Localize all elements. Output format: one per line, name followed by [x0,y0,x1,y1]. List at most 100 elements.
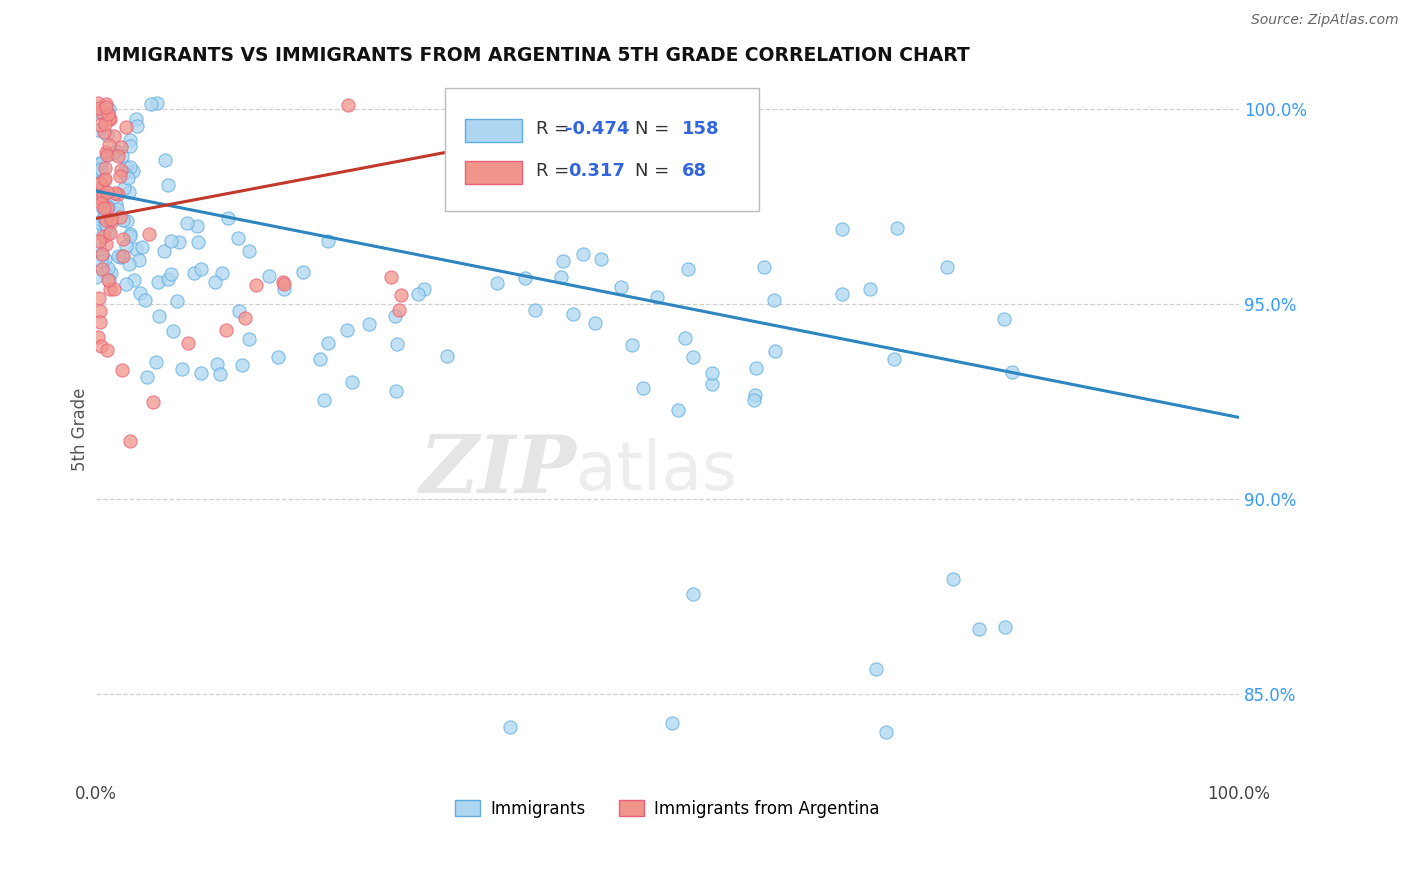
Point [291,265,314,279]
Point [90,182,112,196]
Point [499,720,522,734]
Point [97,226,120,240]
Point [389,287,412,301]
Point [120,138,142,153]
Point [100,215,122,229]
Point [98,111,121,125]
Point [666,402,689,417]
Text: R =: R = [536,162,575,180]
Point [107,186,129,201]
Point [93,229,115,244]
Point [121,163,143,178]
Point [238,244,260,258]
Text: atlas: atlas [576,438,737,504]
Legend: Immigrants, Immigrants from Argentina: Immigrants, Immigrants from Argentina [449,793,886,824]
Point [231,358,253,372]
Point [118,160,141,174]
Point [108,250,131,264]
Point [661,716,683,731]
Point [110,140,132,154]
Point [104,197,127,211]
Point [94,161,117,176]
Point [94,145,117,160]
Point [89,314,111,328]
Text: -0.474: -0.474 [565,120,628,138]
FancyBboxPatch shape [465,161,522,184]
Point [105,202,128,217]
Point [406,287,429,301]
Point [207,357,229,371]
Point [763,343,786,358]
Point [271,275,294,289]
Point [91,227,114,241]
Point [89,198,111,212]
Point [94,213,117,227]
Point [186,219,208,233]
Point [125,119,148,133]
Point [86,162,108,177]
Point [128,285,150,300]
Point [120,434,142,448]
Point [128,252,150,267]
Point [159,234,181,248]
Point [91,248,114,262]
Point [97,200,120,214]
Point [865,662,887,676]
Point [273,277,295,292]
Point [125,112,148,126]
Point [97,260,120,275]
Point [621,338,644,352]
Point [103,128,125,143]
Point [96,219,118,233]
Point [190,261,212,276]
Point [142,394,165,409]
Point [380,269,402,284]
Point [96,237,118,252]
Text: ZIP: ZIP [419,433,576,510]
Point [104,144,127,158]
Point [87,329,110,343]
Point [111,363,134,377]
Point [90,253,112,268]
Point [745,361,768,376]
Point [96,148,118,162]
Point [112,166,135,180]
Point [98,112,121,126]
Point [93,172,115,186]
Point [259,269,281,284]
Point [93,203,115,218]
Point [124,242,146,256]
Point [145,355,167,369]
Point [93,217,115,231]
Point [90,339,112,353]
Point [115,277,138,291]
Point [111,212,134,227]
Point [108,211,131,225]
Point [87,123,110,137]
Point [340,376,363,390]
Point [883,351,905,366]
Text: R =: R = [536,120,575,138]
Point [645,290,668,304]
Point [111,249,134,263]
Point [90,191,112,205]
Point [146,95,169,110]
Point [91,261,114,276]
Point [572,246,595,260]
Point [228,304,250,318]
Point [211,266,233,280]
Point [112,181,135,195]
Point [97,272,120,286]
Point [157,178,180,192]
Point [146,275,169,289]
Text: 68: 68 [682,162,707,180]
Point [245,277,267,292]
Point [936,260,959,274]
Point [994,620,1017,634]
Point [160,267,183,281]
Point [388,303,411,318]
Point [97,107,120,121]
FancyBboxPatch shape [444,88,759,211]
Point [676,262,699,277]
Point [831,286,853,301]
